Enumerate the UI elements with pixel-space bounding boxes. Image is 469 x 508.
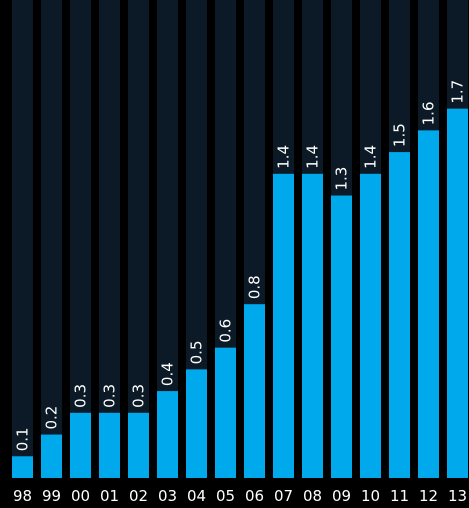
tick-label-12: 12	[419, 487, 438, 505]
value-label-12: 1.6	[420, 102, 438, 126]
bar-track-99	[41, 0, 62, 478]
tick-label-11: 11	[390, 487, 409, 505]
tick-label-04: 04	[187, 487, 206, 505]
value-label-04: 0.5	[188, 341, 206, 365]
bar-98	[12, 456, 33, 478]
bar-11	[389, 152, 410, 478]
bar-track-00	[70, 0, 91, 478]
value-label-07: 1.4	[275, 145, 293, 169]
tick-label-98: 98	[13, 487, 32, 505]
tick-label-02: 02	[129, 487, 148, 505]
bars	[12, 108, 468, 479]
tick-label-06: 06	[245, 487, 264, 505]
tick-label-03: 03	[158, 487, 177, 505]
x-axis-tick-labels: 98 99 00 01 02 03 04 05 06 07 08 09 10 11 12 13	[13, 487, 467, 505]
bar-08	[302, 173, 323, 478]
value-label-09: 1.3	[333, 167, 351, 191]
bar-05	[215, 347, 236, 478]
bar-track-03	[157, 0, 178, 478]
tick-label-09: 09	[332, 487, 351, 505]
value-label-98: 0.1	[14, 427, 32, 451]
tick-label-07: 07	[274, 487, 293, 505]
bar-99	[41, 434, 62, 478]
tick-label-13: 13	[448, 487, 467, 505]
value-label-02: 0.3	[130, 384, 148, 408]
value-label-08: 1.4	[304, 145, 322, 169]
bar-09	[331, 195, 352, 478]
bar-03	[157, 391, 178, 478]
bar-07	[273, 173, 294, 478]
tick-label-00: 00	[71, 487, 90, 505]
value-label-13: 1.7	[449, 80, 467, 104]
tick-label-08: 08	[303, 487, 322, 505]
value-label-06: 0.8	[246, 275, 264, 299]
bar-track-02	[128, 0, 149, 478]
value-label-00: 0.3	[72, 384, 90, 408]
bar-01	[99, 412, 120, 478]
bar-06	[244, 304, 265, 478]
bar-13	[447, 108, 468, 479]
value-labels: 0.1 0.2 0.3 0.3 0.3 0.4 0.5 0.6 0.8 1.4 1.4 1.3 1.4 1…	[14, 80, 467, 451]
bar-02	[128, 412, 149, 478]
tick-label-05: 05	[216, 487, 235, 505]
value-label-05: 0.6	[217, 319, 235, 343]
bar-10	[360, 173, 381, 478]
value-label-11: 1.5	[391, 123, 409, 147]
bar-track-01	[99, 0, 120, 478]
tick-label-01: 01	[100, 487, 119, 505]
bar-12	[418, 130, 439, 478]
value-label-03: 0.4	[159, 362, 177, 386]
value-label-10: 1.4	[362, 145, 380, 169]
tick-label-99: 99	[42, 487, 61, 505]
value-label-01: 0.3	[101, 384, 119, 408]
bar-00	[70, 412, 91, 478]
bar-04	[186, 369, 207, 478]
value-label-99: 0.2	[43, 406, 61, 430]
bar-track-04	[186, 0, 207, 478]
tick-label-10: 10	[361, 487, 380, 505]
bar-track-98	[12, 0, 33, 478]
